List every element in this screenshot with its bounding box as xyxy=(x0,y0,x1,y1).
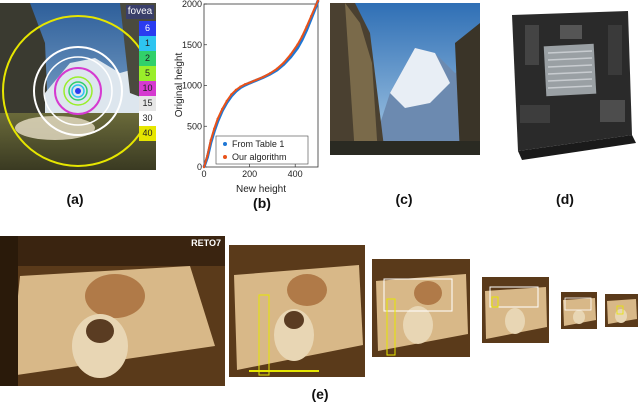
panel-label-e: (e) xyxy=(311,386,329,402)
data-point xyxy=(255,78,258,81)
panel-e-image-3 xyxy=(372,259,470,357)
y-tick-label: 0 xyxy=(197,162,202,172)
fovea-scale-15: 15 xyxy=(139,96,156,111)
y-tick-label: 1500 xyxy=(182,40,202,50)
fovea-scale-30: 30 xyxy=(139,111,156,126)
panel-d-image xyxy=(500,5,640,160)
data-point xyxy=(282,61,285,64)
data-point xyxy=(209,138,213,142)
fovea-scale-6: 6 xyxy=(139,21,156,36)
x-tick-label: 400 xyxy=(288,169,303,179)
data-point xyxy=(262,75,265,79)
data-point xyxy=(230,93,233,96)
data-point xyxy=(296,43,299,46)
data-point xyxy=(300,35,304,38)
fovea-scale-1: 1 xyxy=(139,36,156,51)
fovea-scale-10: 10 xyxy=(139,81,156,96)
x-tick-label: 0 xyxy=(201,169,206,179)
y-axis-label: Original height xyxy=(174,53,185,118)
panel-a-image: fovea 6 1 2 5 10 15 30 40 xyxy=(0,3,156,170)
panel-label-b: (b) xyxy=(253,195,271,211)
legend-marker-table1 xyxy=(223,142,227,146)
data-point xyxy=(239,85,242,88)
panel-e-image-4 xyxy=(482,277,549,343)
data-point xyxy=(248,81,251,84)
series-line-algorithm xyxy=(203,0,319,168)
panel-label-a: (a) xyxy=(66,191,84,207)
data-point xyxy=(213,127,216,130)
panel-e-image-2 xyxy=(229,245,365,377)
data-point xyxy=(216,117,219,121)
data-point xyxy=(289,53,292,56)
y-tick-label: 1000 xyxy=(182,81,202,91)
data-point xyxy=(243,83,247,86)
fovea-scale-5: 5 xyxy=(139,66,156,81)
data-point xyxy=(225,99,228,103)
panel-e-image-1: RETO7 xyxy=(0,236,225,386)
fovea-label: fovea xyxy=(126,5,154,19)
y-tick-label: 2000 xyxy=(182,0,202,9)
x-tick-label: 200 xyxy=(242,169,257,179)
fovea-scale-2: 2 xyxy=(139,51,156,66)
legend-marker-algorithm xyxy=(223,155,227,159)
data-point xyxy=(268,72,272,75)
reto7-badge: RETO7 xyxy=(191,238,221,248)
panel-e-image-6 xyxy=(605,294,638,327)
panel-e-image-5 xyxy=(561,292,597,329)
data-point xyxy=(314,4,317,7)
panel-c-image xyxy=(330,3,480,155)
fovea-scale: 6 1 2 5 10 15 30 40 xyxy=(139,21,156,141)
data-point xyxy=(206,154,209,157)
legend-label-table1: From Table 1 xyxy=(232,139,284,149)
panel-b-chart: 0 200 400 0 500 1000 1500 2000 From Table 1 Our… xyxy=(174,0,320,195)
data-point xyxy=(221,107,224,111)
data-point xyxy=(275,67,279,70)
data-point xyxy=(309,15,313,18)
panel-label-c: (c) xyxy=(395,191,413,207)
data-point xyxy=(296,46,299,50)
data-point xyxy=(316,0,320,2)
fovea-scale-40: 40 xyxy=(139,126,156,141)
panel-label-d: (d) xyxy=(556,191,574,207)
data-point xyxy=(202,165,206,169)
legend-label-algorithm: Our algorithm xyxy=(232,152,287,162)
x-axis-label: New height xyxy=(236,184,286,195)
data-point xyxy=(234,88,238,92)
y-tick-label: 500 xyxy=(187,121,202,131)
data-point xyxy=(305,25,308,29)
chart-legend: From Table 1 Our algorithm xyxy=(215,135,309,165)
